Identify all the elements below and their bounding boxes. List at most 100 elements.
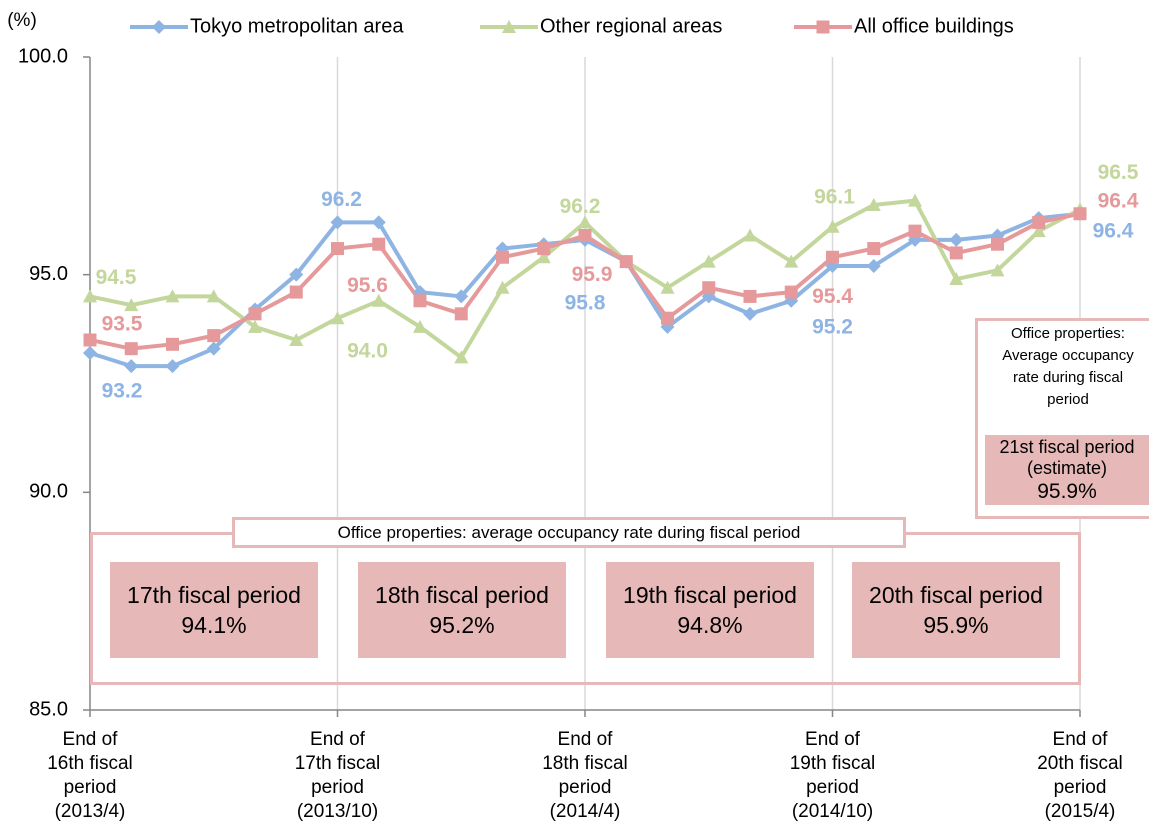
marker — [289, 285, 303, 299]
marker — [206, 341, 221, 356]
marker — [867, 242, 881, 256]
marker — [83, 289, 97, 303]
marker — [578, 215, 592, 229]
marker — [330, 215, 345, 230]
data-label: 96.2 — [321, 188, 362, 211]
data-label: 94.0 — [347, 340, 388, 363]
marker — [248, 319, 262, 333]
marker — [784, 285, 798, 299]
marker — [1032, 215, 1046, 229]
period-fill: 17th fiscal period 94.1% — [110, 562, 318, 658]
marker — [454, 307, 468, 321]
marker — [496, 250, 509, 264]
estimate-box-title: Office properties: Average occupancy rat… — [1002, 325, 1134, 408]
x-tick-label: End of 18th fiscal period (2014/4) — [542, 729, 628, 822]
marker — [413, 294, 427, 308]
x-tick-label: End of 20th fiscal period (2015/4) — [1037, 729, 1123, 822]
marker — [289, 267, 304, 282]
marker — [743, 306, 757, 321]
marker — [152, 20, 166, 34]
marker — [83, 333, 97, 347]
marker — [866, 258, 881, 273]
x-tick-label: End of 19th fiscal period (2014/10) — [789, 729, 876, 822]
period-fill: 18th fiscal period 95.2% — [358, 562, 566, 658]
data-label: 95.9 — [572, 263, 613, 286]
data-label: 95.8 — [565, 291, 606, 314]
legend-label: Other regional areas — [540, 15, 722, 37]
marker — [578, 228, 592, 242]
marker — [165, 359, 180, 374]
marker — [502, 20, 516, 33]
y-tick-label: 90.0 — [29, 481, 68, 503]
marker — [866, 198, 881, 212]
marker — [83, 346, 97, 361]
marker — [537, 242, 551, 256]
marker — [372, 237, 386, 251]
data-label: 95.6 — [347, 274, 388, 297]
period-fill: 19th fiscal period 94.8% — [606, 562, 814, 658]
marker — [990, 263, 1005, 277]
x-tick-label: End of 16th fiscal period (2013/4) — [47, 729, 133, 822]
marker — [908, 193, 922, 207]
marker — [124, 298, 139, 312]
period-box-title: Office properties: average occupancy rat… — [232, 517, 906, 548]
marker — [1031, 224, 1046, 238]
period-fill: 20th fiscal period 95.9% — [852, 562, 1060, 658]
data-label: 96.5 — [1098, 161, 1139, 184]
period-name: 19th fiscal period — [623, 582, 797, 608]
data-label: 93.5 — [102, 313, 143, 336]
marker — [536, 250, 551, 264]
data-label: 96.4 — [1098, 189, 1139, 212]
period-name: 18th fiscal period — [375, 582, 549, 608]
marker — [660, 280, 675, 294]
data-label: 93.2 — [102, 380, 143, 403]
marker — [826, 250, 839, 264]
estimate-fill: 21st fiscal period (estimate) 95.9% — [985, 435, 1149, 505]
estimate-period: 21st fiscal period (estimate) — [999, 436, 1135, 478]
marker — [371, 293, 386, 307]
marker — [124, 359, 139, 374]
data-label: 95.2 — [812, 316, 853, 339]
y-axis-label: (%) — [7, 10, 37, 31]
period-rate: 95.2% — [429, 612, 495, 638]
marker — [949, 232, 964, 247]
marker — [701, 254, 716, 268]
legend-label: All office buildings — [854, 15, 1014, 37]
marker — [454, 350, 469, 364]
marker — [1073, 207, 1087, 221]
marker — [413, 319, 427, 333]
y-tick-label: 100.0 — [18, 45, 68, 67]
marker — [949, 272, 964, 286]
marker — [166, 337, 179, 351]
legend-item: All office buildings — [794, 15, 1014, 37]
marker — [619, 255, 633, 269]
marker — [816, 20, 830, 34]
marker — [743, 289, 757, 303]
marker — [124, 342, 138, 356]
marker — [784, 254, 799, 268]
data-label: 94.5 — [96, 266, 137, 289]
data-label: 96.1 — [814, 185, 855, 208]
legend-label: Tokyo metropolitan area — [190, 15, 404, 37]
period-name: 17th fiscal period — [127, 582, 301, 608]
data-label: 95.4 — [812, 285, 853, 308]
marker — [165, 289, 180, 303]
marker — [207, 329, 221, 343]
period-rate: 95.9% — [923, 612, 989, 638]
y-tick-label: 95.0 — [29, 263, 68, 285]
estimate-box: Office properties: Average occupancy rat… — [975, 318, 1149, 519]
marker — [454, 289, 469, 304]
marker — [495, 280, 510, 294]
marker — [825, 219, 840, 233]
marker — [991, 237, 1004, 251]
legend-item: Other regional areas — [480, 15, 722, 37]
marker — [908, 224, 922, 238]
x-tick-label: End of 17th fiscal period (2013/10) — [294, 729, 381, 822]
marker — [289, 332, 304, 346]
marker — [702, 281, 716, 295]
period-rate: 94.8% — [677, 612, 743, 638]
marker — [949, 246, 963, 260]
data-label: 96.2 — [560, 195, 601, 218]
